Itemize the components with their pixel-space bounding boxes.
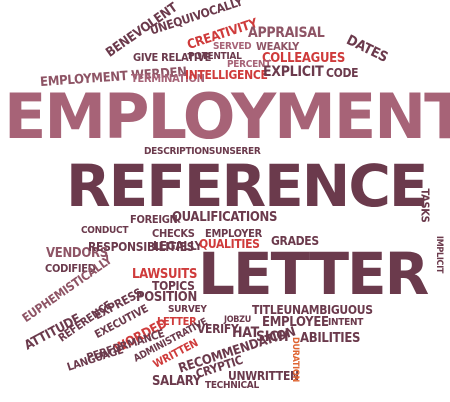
word-conduct: conduct [81, 225, 129, 236]
word-descriptionsunserer: descriptionsunserer [144, 146, 261, 157]
word-appraisal: appraisal [248, 25, 325, 41]
word-employment: employment [4, 80, 450, 153]
word-hat: hat [232, 325, 259, 341]
word-qualifications: qualifications [172, 210, 278, 225]
word-sich: sich [256, 329, 289, 345]
word-give-relative: give relative [133, 51, 212, 64]
word-topics: topics [152, 279, 195, 293]
word-explicit: explicit [263, 64, 324, 80]
word-titleunambiguous: titleunambiguous [252, 303, 373, 317]
word-grades: grades [271, 234, 319, 248]
word-employer: employer [205, 227, 262, 240]
word-dates: dates [343, 32, 391, 66]
word-foreign: foreign [130, 213, 178, 226]
word-codified: codified [45, 262, 96, 275]
word-intent: intent [328, 317, 364, 328]
word-code: code [326, 66, 359, 80]
word-implicit: implicit [434, 235, 445, 274]
word-salary: salary [152, 374, 201, 389]
word-vendors: vendors [46, 246, 108, 261]
word-position: position [136, 290, 197, 305]
word-responsibilities: responsibilities [88, 240, 195, 254]
word-verify: verify [197, 322, 239, 336]
word-abilities: abilities [300, 331, 361, 346]
word-qualities: qualities [199, 237, 260, 251]
word-jobzu: jobzu [224, 315, 252, 325]
word-unwritten: unwritten [228, 369, 299, 383]
word-letter-big: letter [198, 240, 429, 308]
word-lawsuits: lawsuits [132, 267, 198, 282]
word-potential: potential [188, 51, 242, 62]
word-weakly: weakly [256, 40, 299, 53]
word-checks: checks [152, 227, 195, 240]
word-percent: percent [227, 59, 271, 70]
word-served: served [213, 41, 252, 52]
word-reference: reference [66, 152, 429, 220]
word-survey: survey [168, 304, 207, 315]
word-technical: technical [205, 380, 259, 391]
word-colleagues: colleagues [262, 51, 345, 66]
word-duration: duration [289, 337, 300, 382]
word-legally: legally [153, 239, 203, 253]
word-intelligence: intelligence [185, 68, 268, 82]
word-tasks: tasks [418, 188, 432, 223]
word-employee: employee [262, 315, 329, 330]
word-letter-small: letter [157, 315, 197, 328]
word-termination: termination [131, 72, 205, 85]
